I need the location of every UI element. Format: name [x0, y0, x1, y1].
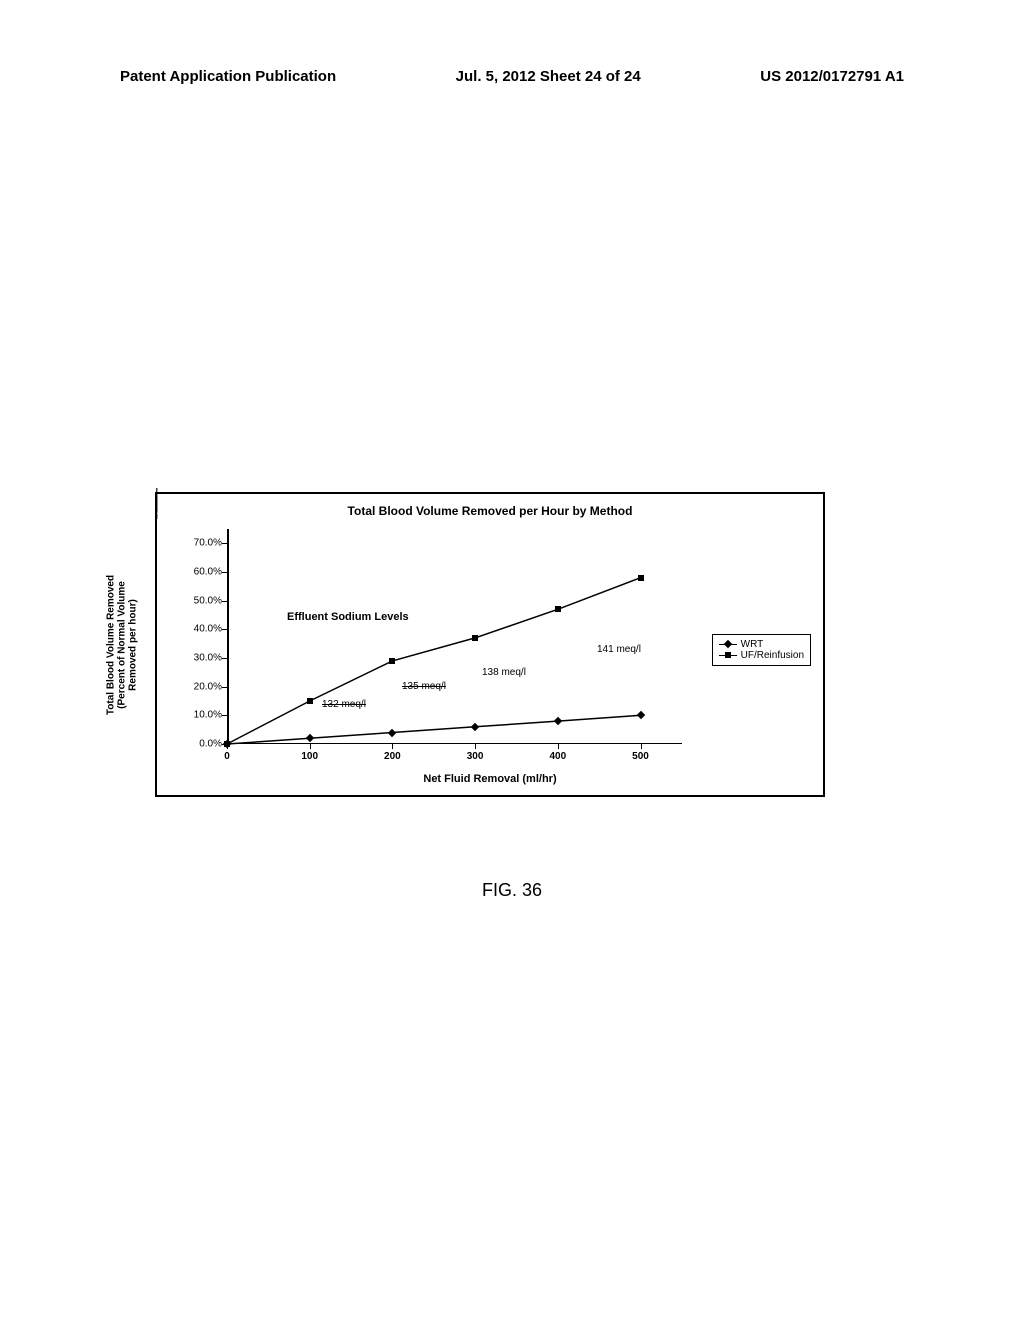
chart-lines [227, 529, 682, 744]
uf-marker [389, 658, 395, 664]
y-tick: 40.0% [187, 624, 222, 635]
x-tick-mark [641, 744, 642, 749]
x-tick-mark [558, 744, 559, 749]
legend: WRT UF/Reinfusion [712, 634, 811, 666]
x-tick-mark [475, 744, 476, 749]
figure-label: FIG. 36 [0, 880, 1024, 901]
y-tick: 30.0% [187, 653, 222, 664]
chart-container: Total Blood Volume Removed per Hour by M… [155, 492, 825, 797]
y-tick: 20.0% [187, 681, 222, 692]
annotation: 138 meq/l [482, 667, 526, 678]
x-tick: 0 [224, 751, 230, 762]
uf-marker [472, 635, 478, 641]
x-axis-label: Net Fluid Removal (ml/hr) [157, 773, 823, 785]
uf-marker [307, 698, 313, 704]
annotation: 135 meq/l [402, 681, 446, 692]
x-tick: 400 [549, 751, 566, 762]
y-tick: 70.0% [187, 538, 222, 549]
annotation: 132 meq/l [322, 699, 366, 710]
legend-item-wrt: WRT [719, 639, 804, 650]
plot-area: 0.0% 10.0% 20.0% 30.0% 40.0% 50.0% 60.0%… [227, 529, 682, 744]
x-tick: 100 [301, 751, 318, 762]
effluent-label: Effluent Sodium Levels [287, 611, 409, 623]
y-tick: 0.0% [187, 739, 222, 750]
x-tick: 300 [467, 751, 484, 762]
uf-marker [555, 606, 561, 612]
wrt-line [227, 715, 641, 744]
uf-marker [638, 575, 644, 581]
header-center: Jul. 5, 2012 Sheet 24 of 24 [456, 68, 641, 85]
page-header: Patent Application Publication Jul. 5, 2… [0, 68, 1024, 85]
uf-marker [224, 741, 230, 747]
y-tick: 50.0% [187, 595, 222, 606]
y-tick: 10.0% [187, 710, 222, 721]
header-right: US 2012/0172791 A1 [760, 68, 904, 85]
annotation: 141 meq/l [597, 644, 641, 655]
x-tick: 500 [632, 751, 649, 762]
y-tick: 60.0% [187, 567, 222, 578]
x-tick-mark [392, 744, 393, 749]
header-left: Patent Application Publication [120, 68, 336, 85]
x-tick-mark [310, 744, 311, 749]
legend-item-uf: UF/Reinfusion [719, 650, 804, 661]
x-tick: 200 [384, 751, 401, 762]
y-axis-label: Total Blood Volume Removed (Percent of N… [106, 545, 139, 745]
chart-title: Total Blood Volume Removed per Hour by M… [157, 504, 823, 518]
